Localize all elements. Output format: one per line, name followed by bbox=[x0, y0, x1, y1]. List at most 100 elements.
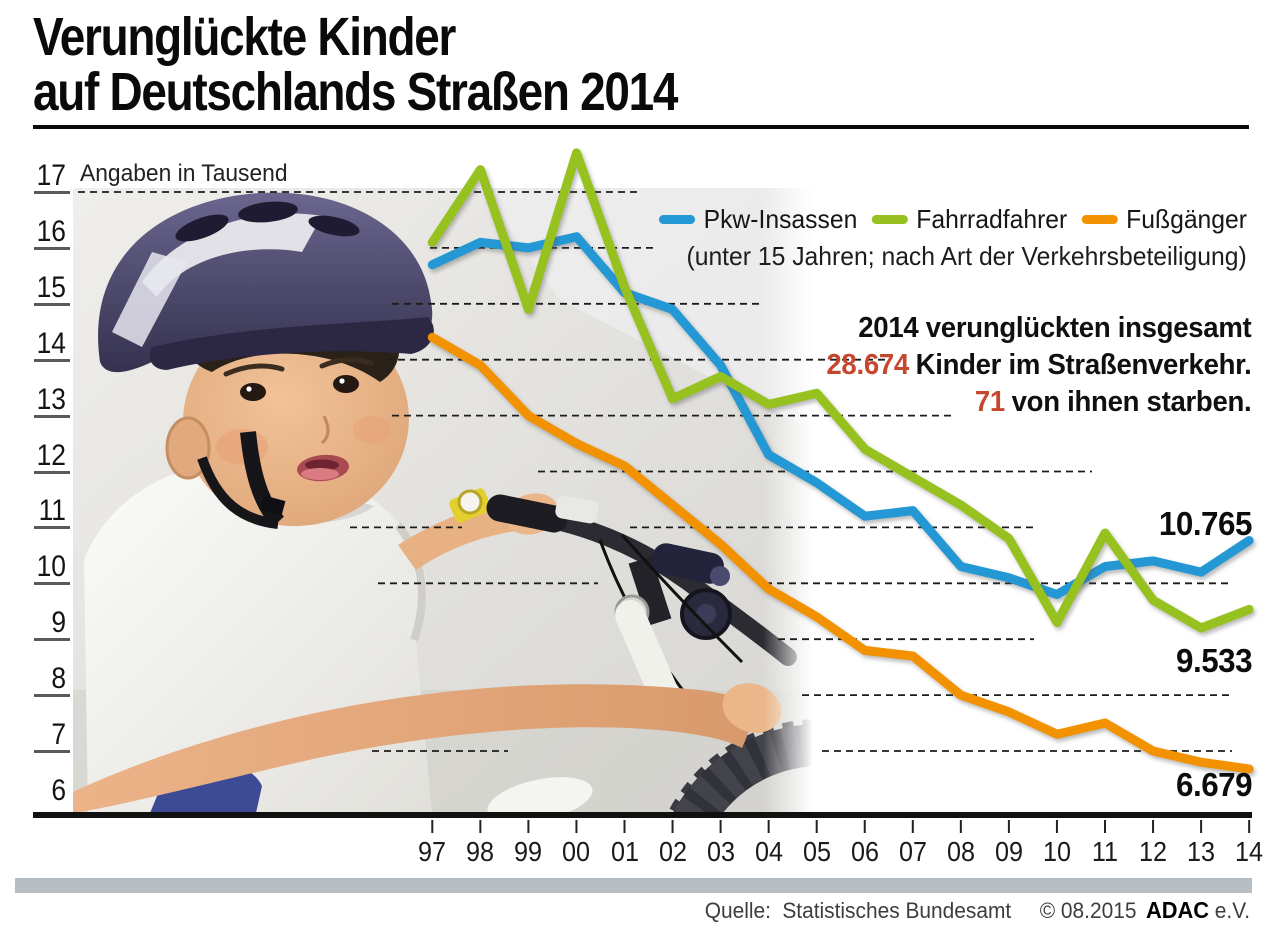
y-tick-label-16: 16 bbox=[36, 214, 66, 248]
lower-lip bbox=[301, 468, 339, 480]
y-tick-label-11: 11 bbox=[38, 494, 66, 528]
page-title-line1: Verunglückte Kinder bbox=[33, 7, 456, 67]
eyebrow-left bbox=[223, 363, 285, 377]
x-tick-label-14: 14 bbox=[1235, 836, 1264, 867]
helmet-vent bbox=[308, 215, 360, 237]
footer: Quelle: Statistisches Bundesamt © 08.2015 A… bbox=[705, 897, 1250, 924]
legend: Pkw-Insassen Fahrradfahrer Fußgänger bbox=[658, 204, 1247, 235]
x-tick-label-07: 07 bbox=[898, 836, 927, 867]
x-tick-label-04: 04 bbox=[754, 836, 783, 867]
x-tick-label-02: 02 bbox=[658, 836, 687, 867]
copyright: © 08.2015 bbox=[1039, 898, 1137, 923]
title-divider bbox=[33, 125, 1249, 129]
annotation-deaths-value: 71 bbox=[974, 386, 1005, 419]
cheek-blush bbox=[353, 416, 391, 444]
end-label-pkw-insassen: 10.765 bbox=[1158, 505, 1253, 542]
y-tick-label-14: 14 bbox=[36, 326, 66, 360]
adac-brand: ADAC bbox=[1145, 897, 1210, 923]
legend-subtitle: (unter 15 Jahren; nach Art der Verkehrsb… bbox=[686, 241, 1247, 271]
x-tick-label-12: 12 bbox=[1139, 836, 1168, 867]
y-tick-label-13: 13 bbox=[36, 382, 66, 416]
y-tick-label-8: 8 bbox=[51, 662, 66, 696]
y-tick-label-12: 12 bbox=[36, 438, 66, 472]
x-tick-label-13: 13 bbox=[1187, 836, 1216, 867]
helmet-vent bbox=[175, 214, 229, 242]
y-tick-line-8 bbox=[34, 694, 70, 698]
y-tick-line-11 bbox=[34, 526, 70, 530]
legend-label: Fußgänger bbox=[1126, 204, 1247, 234]
x-tick-label-06: 06 bbox=[850, 836, 879, 867]
chin-strap-side bbox=[197, 456, 279, 529]
y-tick-label-6: 6 bbox=[51, 773, 66, 807]
source-label: Quelle: bbox=[704, 898, 771, 923]
x-tick-label-05: 05 bbox=[802, 836, 831, 867]
y-tick-line-12 bbox=[34, 470, 70, 474]
x-tick-label-00: 00 bbox=[562, 836, 591, 867]
strap-buckle bbox=[260, 495, 286, 516]
annotation: 2014 verunglückten insgesamt 28.674 Kinde… bbox=[826, 310, 1251, 421]
boy-on-bike-photo bbox=[73, 188, 813, 813]
legend-label: Pkw-Insassen bbox=[703, 204, 858, 234]
page-title: Verunglückte Kinder auf Deutschlands Str… bbox=[33, 7, 678, 123]
x-tick-label-11: 11 bbox=[1091, 836, 1119, 867]
eye-left bbox=[240, 383, 266, 401]
eye-right bbox=[333, 375, 359, 393]
source: Statistisches Bundesamt bbox=[782, 898, 1012, 923]
y-tick-label-9: 9 bbox=[51, 606, 66, 640]
shirt-sleeve-edge bbox=[394, 522, 426, 642]
annotation-line1: 2014 verunglückten insgesamt bbox=[857, 312, 1251, 344]
y-tick-line-7 bbox=[34, 750, 70, 753]
annotation-total-value: 28.674 bbox=[825, 349, 909, 382]
x-tick-label-03: 03 bbox=[706, 836, 735, 867]
handlebar-grip bbox=[486, 494, 568, 533]
watch-face bbox=[457, 489, 483, 515]
y-tick-label-7: 7 bbox=[51, 718, 66, 751]
x-tick-label-98: 98 bbox=[466, 836, 495, 867]
nose bbox=[320, 415, 330, 445]
photo-fade-edge bbox=[763, 188, 813, 813]
legend-swatch-icon bbox=[871, 215, 908, 224]
legend-label: Fahrradfahrer bbox=[916, 204, 1068, 234]
mouth-open bbox=[305, 459, 339, 471]
helmet-brim bbox=[149, 317, 434, 370]
y-tick-line-9 bbox=[34, 638, 70, 642]
eye-glint bbox=[246, 386, 252, 392]
legend-swatch-icon bbox=[658, 215, 696, 224]
end-label-fussgaenger: 6.679 bbox=[1175, 766, 1253, 803]
page-title-line2: auf Deutschlands Straßen 2014 bbox=[33, 62, 678, 123]
chin-strap bbox=[240, 431, 285, 528]
x-tick-label-99: 99 bbox=[514, 836, 543, 867]
legend-item-Fahrradfahrer: Fahrradfahrer bbox=[871, 204, 1068, 235]
x-tick-label-09: 09 bbox=[994, 836, 1023, 867]
y-tick-line-10 bbox=[34, 582, 70, 586]
y-tick-line-17 bbox=[34, 191, 70, 194]
x-tick-label-01: 01 bbox=[610, 836, 639, 867]
y-tick-label-10: 10 bbox=[36, 550, 66, 584]
y-tick-line-16 bbox=[34, 246, 70, 250]
y-tick-label-17: 17 bbox=[36, 159, 66, 192]
legend-swatch-icon bbox=[1081, 215, 1118, 224]
y-tick-label-15: 15 bbox=[36, 270, 66, 304]
brand-suffix: e.V. bbox=[1214, 898, 1250, 923]
legend-item-Fußgänger: Fußgänger bbox=[1081, 204, 1247, 235]
unit-note: Angaben in Tausend bbox=[80, 160, 288, 187]
eyebrow-right bbox=[319, 357, 374, 369]
x-tick-label-08: 08 bbox=[946, 836, 975, 867]
eye-glint bbox=[339, 378, 345, 384]
headlight-lens bbox=[710, 566, 730, 586]
legend-item-Pkw-Insassen: Pkw-Insassen bbox=[658, 204, 858, 235]
y-tick-line-13 bbox=[34, 414, 70, 418]
annotation-line3: 71 von ihnen starben. bbox=[974, 386, 1251, 419]
x-tick-label-97: 97 bbox=[418, 836, 447, 867]
bell-center bbox=[696, 604, 716, 624]
helmet-white-stripe bbox=[112, 252, 187, 347]
x-tick-label-10: 10 bbox=[1042, 836, 1071, 867]
y-tick-line-14 bbox=[34, 358, 70, 362]
y-tick-line-15 bbox=[34, 302, 70, 306]
helmet-white-panel bbox=[142, 213, 322, 297]
helmet-vent bbox=[238, 201, 298, 223]
footer-band bbox=[15, 878, 1252, 893]
end-label-fahrradfahrer: 9.533 bbox=[1175, 642, 1253, 679]
annotation-line2: 28.674 Kinder im Straßenverkehr. bbox=[825, 349, 1251, 382]
